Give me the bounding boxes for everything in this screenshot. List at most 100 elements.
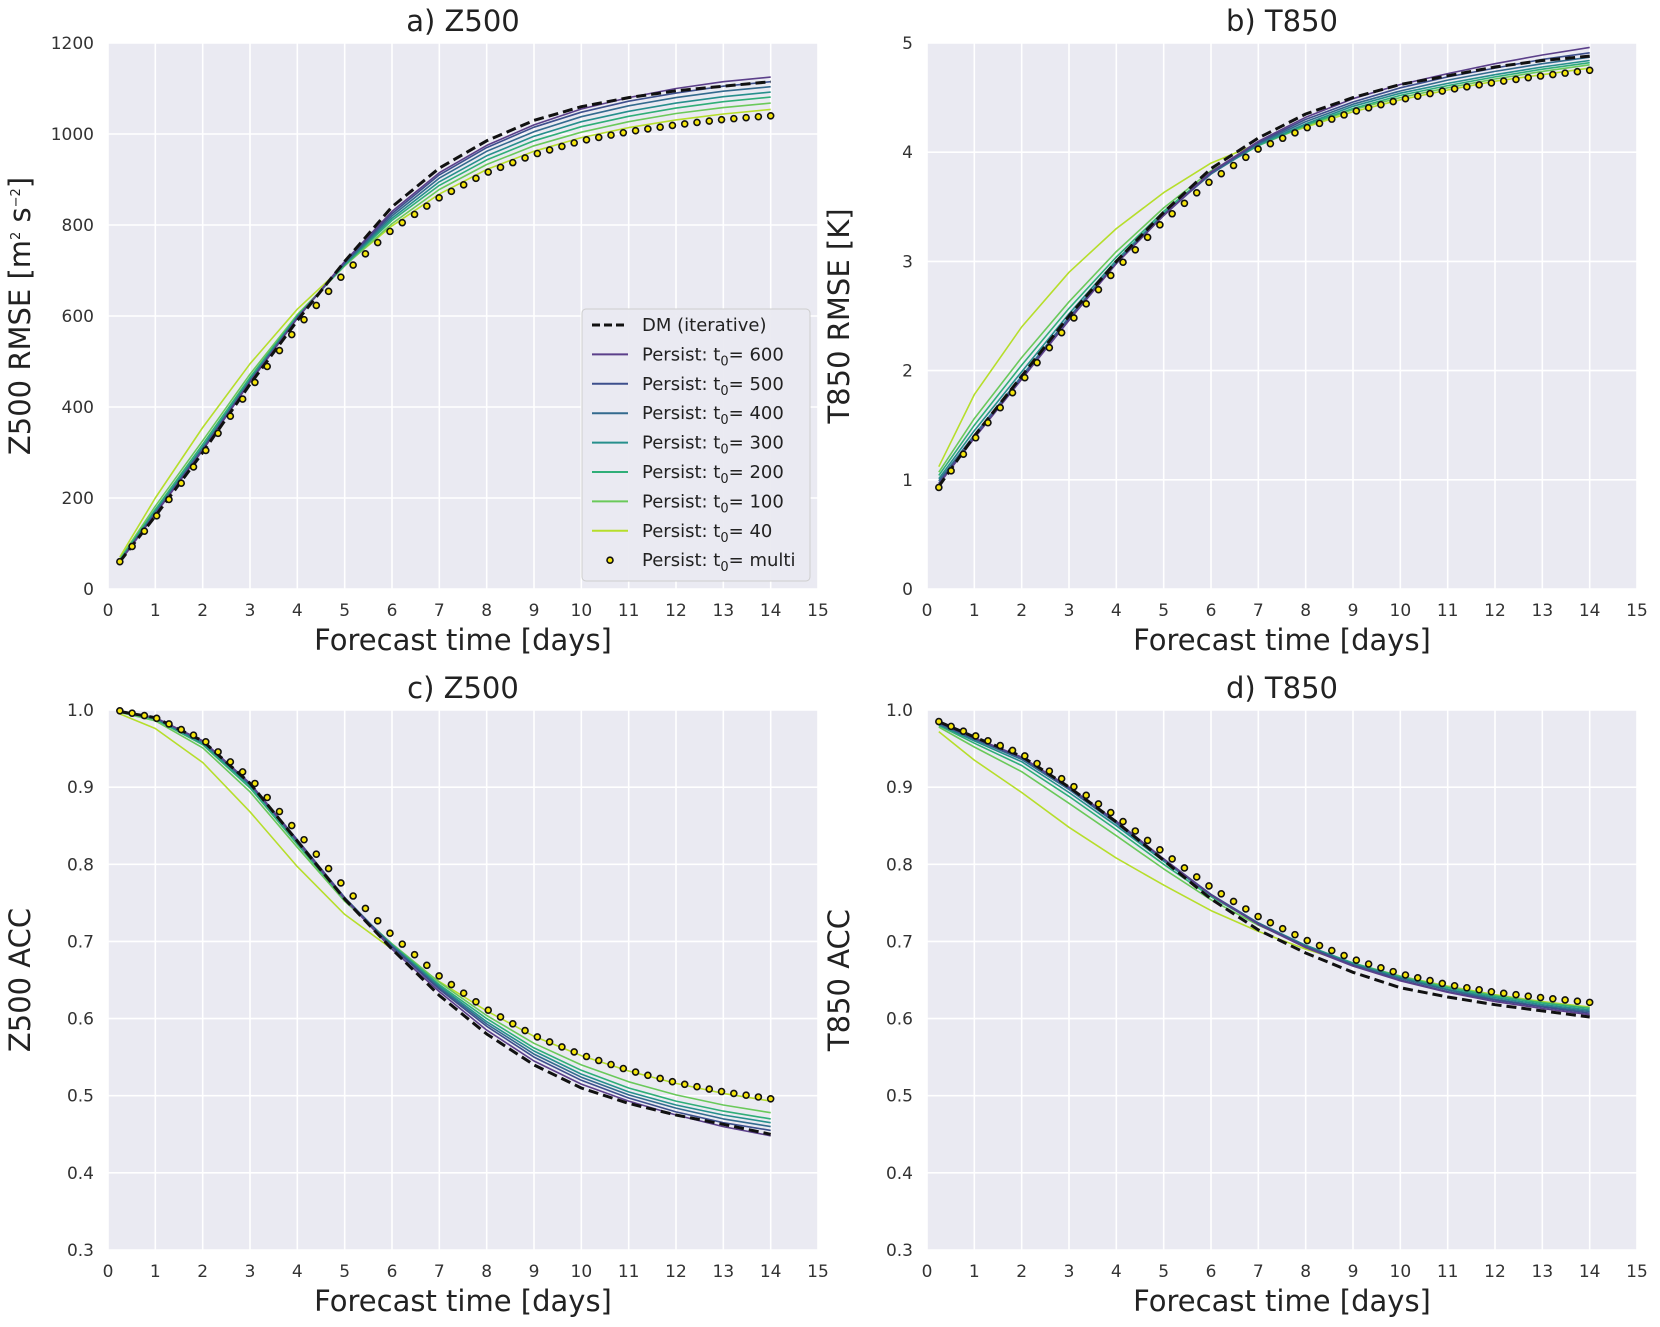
data-point-multi bbox=[226, 758, 235, 766]
data-point-multi bbox=[1070, 314, 1078, 322]
data-point-multi bbox=[214, 429, 222, 438]
data-point-multi bbox=[959, 450, 968, 459]
data-point-multi bbox=[1217, 169, 1226, 178]
data-point-multi bbox=[1131, 245, 1140, 254]
data-point-multi bbox=[619, 128, 628, 137]
panel-title: b) T850 bbox=[1226, 4, 1338, 38]
data-point-multi bbox=[423, 961, 431, 970]
plot-area bbox=[108, 710, 818, 1250]
x-tick-label: 13 bbox=[1532, 1262, 1554, 1282]
data-point-multi bbox=[287, 330, 296, 339]
data-point-multi bbox=[472, 174, 480, 183]
x-tick-label: 7 bbox=[1253, 1262, 1264, 1282]
data-point-multi bbox=[558, 1043, 566, 1051]
legend-label: Persist: t0= 200 bbox=[642, 462, 784, 487]
legend-label-text: Persist: t bbox=[642, 521, 720, 542]
data-point-multi bbox=[947, 467, 955, 475]
x-tick-label: 0 bbox=[103, 601, 114, 621]
x-tick-label: 9 bbox=[1348, 601, 1359, 621]
data-point-multi bbox=[361, 250, 370, 258]
data-point-multi bbox=[668, 1077, 677, 1086]
y-axis-label-superscript: −2 bbox=[9, 188, 24, 207]
data-point-multi bbox=[1143, 233, 1152, 242]
data-point-multi bbox=[337, 879, 345, 887]
x-tick-label: 14 bbox=[1579, 1262, 1601, 1282]
x-tick-label: 5 bbox=[1158, 601, 1169, 621]
data-point-multi bbox=[152, 511, 161, 520]
data-point-multi bbox=[398, 940, 407, 948]
data-point-multi bbox=[435, 972, 443, 980]
data-point-multi bbox=[1413, 974, 1422, 982]
x-tick-label: 10 bbox=[1390, 601, 1412, 621]
data-point-multi bbox=[1131, 827, 1140, 835]
series-persist-line bbox=[119, 710, 771, 1120]
x-tick-label: 11 bbox=[618, 601, 640, 621]
data-point-multi bbox=[1094, 800, 1103, 808]
y-tick-label: 1200 bbox=[51, 34, 94, 54]
data-point-multi bbox=[287, 821, 296, 830]
x-tick-label: 9 bbox=[529, 1262, 540, 1282]
y-tick-label: 3 bbox=[902, 252, 913, 272]
legend-label-subscript: 0 bbox=[720, 472, 728, 487]
data-point-multi bbox=[1549, 994, 1557, 1003]
x-tick-label: 5 bbox=[339, 601, 350, 621]
data-point-multi bbox=[1303, 936, 1312, 945]
data-point-multi bbox=[128, 542, 136, 551]
legend-label-text: = 40 bbox=[729, 521, 773, 542]
data-point-multi bbox=[238, 768, 247, 776]
x-tick-label: 8 bbox=[1300, 1262, 1311, 1282]
legend-item: DM (iterative) bbox=[592, 315, 767, 336]
data-point-multi bbox=[508, 158, 517, 167]
data-point-multi bbox=[1352, 956, 1361, 965]
data-point-multi bbox=[1573, 997, 1582, 1005]
panel-d: 0 1 2 3 4 5 6 7 8 9 10 11 12 13 14 150.30.40.50.60.70.8… bbox=[822, 671, 1648, 1318]
legend-label-text: Persist: t bbox=[642, 403, 720, 424]
legend-label-text: = 500 bbox=[729, 374, 784, 395]
data-point-multi bbox=[705, 117, 714, 125]
legend-label-text: = 600 bbox=[729, 344, 784, 365]
legend-label-text: = 200 bbox=[729, 462, 784, 483]
data-point-multi bbox=[1463, 983, 1471, 992]
data-point-multi bbox=[214, 748, 222, 756]
x-tick-label: 12 bbox=[665, 601, 687, 621]
x-tick-label: 7 bbox=[434, 601, 445, 621]
data-point-multi bbox=[263, 793, 271, 802]
data-point-multi bbox=[1291, 930, 1299, 939]
legend-label: Persist: t0= multi bbox=[642, 550, 795, 575]
panel-c: 0 1 2 3 4 5 6 7 8 9 10 11 12 13 14 150.30.40.50.60.70.8… bbox=[3, 671, 829, 1318]
data-point-multi bbox=[484, 1006, 493, 1014]
data-point-multi bbox=[1020, 752, 1029, 760]
data-point-multi bbox=[1156, 846, 1164, 854]
x-tick-label: 4 bbox=[1111, 601, 1122, 621]
data-point-multi bbox=[1340, 951, 1348, 960]
y-tick-label: 600 bbox=[62, 307, 94, 327]
data-point-multi bbox=[1364, 960, 1373, 968]
legend-item: Persist: t0= 500 bbox=[592, 374, 784, 399]
legend-label-text: = 300 bbox=[729, 433, 784, 454]
data-point-multi bbox=[275, 346, 284, 355]
data-point-multi bbox=[1315, 941, 1324, 950]
series-dm-iterative-line bbox=[118, 80, 771, 563]
data-point-multi bbox=[1229, 161, 1238, 170]
legend-label-subscript: 0 bbox=[720, 384, 728, 399]
x-axis-label: Forecast time [days] bbox=[314, 623, 612, 657]
data-point-multi bbox=[730, 1089, 738, 1098]
y-tick-label: 5 bbox=[902, 34, 913, 54]
data-point-multi bbox=[1278, 134, 1287, 143]
x-tick-label: 3 bbox=[245, 1262, 256, 1282]
data-point-multi bbox=[545, 146, 554, 154]
data-point-multi bbox=[373, 917, 382, 925]
x-tick-label: 13 bbox=[1532, 601, 1554, 621]
data-point-multi bbox=[1573, 67, 1582, 76]
data-point-multi bbox=[1180, 864, 1189, 872]
data-point-multi bbox=[971, 732, 980, 740]
data-point-multi bbox=[1119, 258, 1127, 267]
data-point-multi bbox=[496, 1013, 505, 1021]
data-point-multi bbox=[484, 168, 493, 176]
data-point-multi bbox=[140, 711, 149, 720]
data-point-multi bbox=[373, 238, 382, 247]
legend-swatch-marker bbox=[606, 556, 614, 565]
series-persist-multi-markers bbox=[935, 717, 1594, 1007]
x-tick-label: 15 bbox=[807, 601, 829, 621]
